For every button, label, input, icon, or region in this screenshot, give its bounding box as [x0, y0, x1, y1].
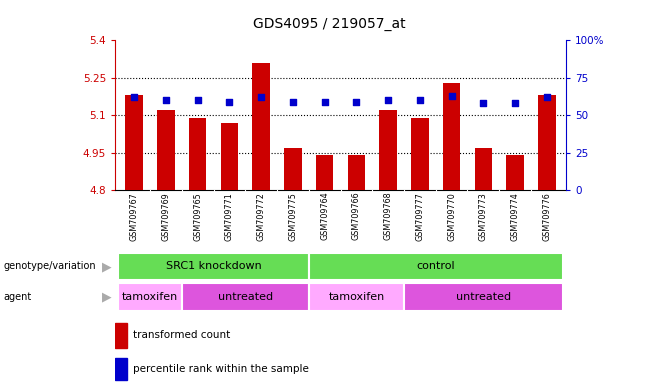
Text: GSM709772: GSM709772	[257, 192, 266, 241]
Point	[161, 97, 171, 103]
Bar	[507, 155, 524, 190]
Text: GSM709771: GSM709771	[225, 192, 234, 241]
Text: tamoxifen: tamoxifen	[122, 292, 178, 302]
Text: GSM709764: GSM709764	[320, 192, 329, 240]
Text: ▶: ▶	[103, 260, 112, 273]
Bar	[380, 110, 397, 190]
Point	[478, 100, 489, 106]
Bar	[220, 122, 238, 190]
Bar	[157, 110, 174, 190]
Bar	[115, 323, 126, 348]
Point	[351, 99, 362, 105]
Text: percentile rank within the sample: percentile rank within the sample	[133, 364, 309, 374]
Bar	[115, 358, 126, 380]
Text: GSM709765: GSM709765	[193, 192, 202, 241]
Text: transformed count: transformed count	[133, 330, 230, 341]
Point	[319, 99, 330, 105]
Text: ▶: ▶	[103, 291, 112, 304]
Text: GSM709768: GSM709768	[384, 192, 393, 240]
Point	[510, 100, 520, 106]
Bar	[118, 283, 182, 311]
Point	[288, 99, 298, 105]
Text: untreated: untreated	[218, 292, 273, 302]
Text: untreated: untreated	[456, 292, 511, 302]
Text: genotype/variation: genotype/variation	[3, 262, 96, 271]
Text: GSM709773: GSM709773	[479, 192, 488, 241]
Text: GSM709777: GSM709777	[415, 192, 424, 241]
Point	[383, 97, 393, 103]
Point	[192, 97, 203, 103]
Text: agent: agent	[3, 292, 32, 302]
Bar	[443, 83, 461, 190]
Text: tamoxifen: tamoxifen	[328, 292, 384, 302]
Bar	[189, 118, 207, 190]
Text: GSM709776: GSM709776	[542, 192, 551, 241]
Point	[256, 94, 266, 100]
Bar	[316, 155, 334, 190]
Text: control: control	[417, 262, 455, 271]
Bar	[474, 147, 492, 190]
Bar	[309, 253, 563, 280]
Bar	[182, 283, 309, 311]
Point	[542, 94, 552, 100]
Bar	[126, 95, 143, 190]
Text: SRC1 knockdown: SRC1 knockdown	[166, 262, 261, 271]
Point	[129, 94, 139, 100]
Bar	[347, 155, 365, 190]
Bar	[118, 253, 309, 280]
Bar	[309, 283, 404, 311]
Text: GSM709774: GSM709774	[511, 192, 520, 241]
Bar	[404, 283, 563, 311]
Bar	[253, 63, 270, 190]
Point	[224, 99, 235, 105]
Text: GSM709775: GSM709775	[288, 192, 297, 241]
Text: GSM709766: GSM709766	[352, 192, 361, 240]
Point	[446, 93, 457, 99]
Text: GDS4095 / 219057_at: GDS4095 / 219057_at	[253, 17, 405, 31]
Bar	[538, 95, 555, 190]
Text: GSM709769: GSM709769	[161, 192, 170, 241]
Point	[415, 97, 425, 103]
Bar	[411, 118, 428, 190]
Text: GSM709767: GSM709767	[130, 192, 139, 241]
Text: GSM709770: GSM709770	[447, 192, 456, 241]
Bar	[284, 147, 301, 190]
